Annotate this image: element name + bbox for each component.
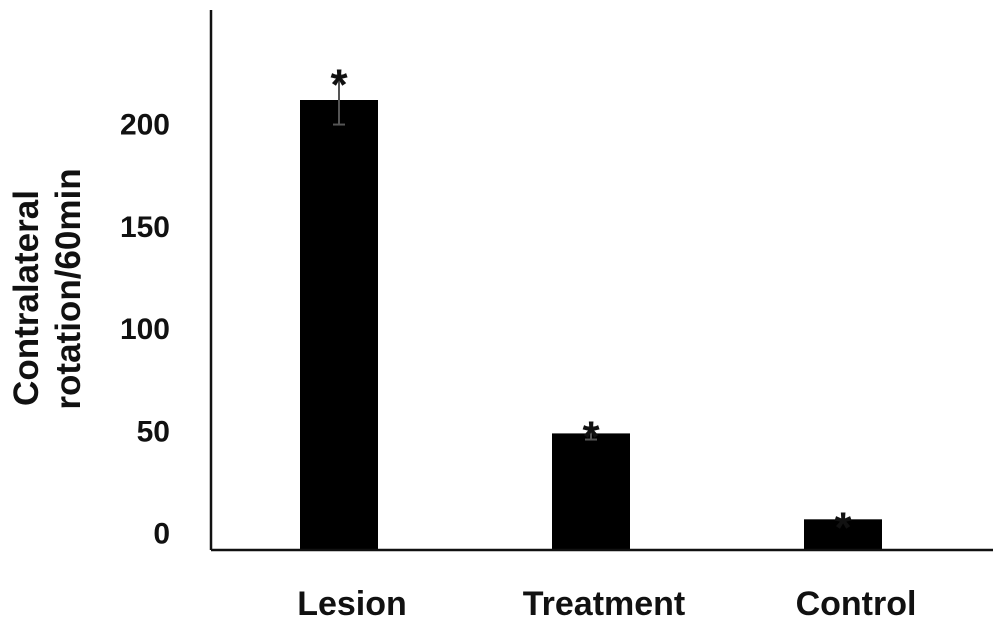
significance-markers: * * *	[330, 60, 852, 552]
x-category-label: Treatment	[523, 585, 686, 618]
significance-asterisk: *	[834, 503, 852, 552]
x-category-label: Lesion	[297, 585, 407, 618]
y-axis-title-line-1: Contralateral	[7, 190, 46, 406]
bar-lesion	[300, 100, 378, 550]
bars	[300, 100, 882, 550]
y-axis-title-line-2: rotation/60min	[49, 168, 88, 409]
y-tick-label: 150	[120, 211, 170, 244]
y-axis-title: Contralateral rotation/60min	[7, 168, 88, 409]
x-category-label: Control	[796, 585, 917, 618]
y-tick-label: 100	[120, 313, 170, 346]
error-bars	[333, 74, 597, 441]
y-tick-label: 50	[137, 415, 170, 448]
significance-asterisk: *	[582, 412, 600, 461]
y-axis-ticks: 0 50 100 150 200	[120, 109, 170, 551]
bar-control	[804, 519, 882, 550]
x-axis-labels: Lesion Treatment Control	[297, 585, 916, 618]
bar-treatment	[552, 433, 630, 550]
y-tick-label: 0	[153, 518, 170, 551]
significance-asterisk: *	[330, 60, 348, 109]
y-tick-label: 200	[120, 109, 170, 142]
